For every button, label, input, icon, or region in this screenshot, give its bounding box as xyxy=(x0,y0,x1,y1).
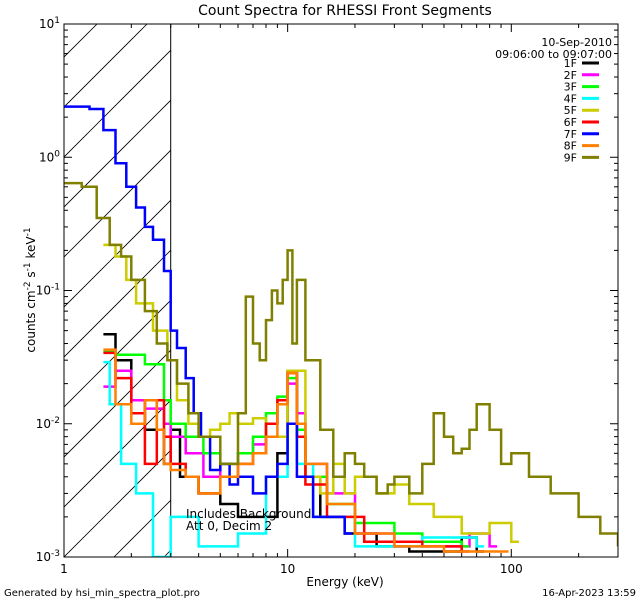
x-tick-labels: 1 10 100 xyxy=(60,562,523,576)
hatch-line xyxy=(514,0,640,557)
hatch-line xyxy=(64,349,171,458)
legend-label-2f: 2F xyxy=(564,69,577,82)
y-tick-label: 101 xyxy=(39,16,60,31)
chart-title: Count Spectra for RHESSI Front Segments xyxy=(198,3,492,19)
hatch-line xyxy=(64,399,171,508)
x-tick-label: 10 xyxy=(280,562,295,576)
attenuator-hatch-region xyxy=(0,0,640,557)
hatch-line xyxy=(64,199,171,308)
legend-label-1f: 1F xyxy=(564,57,577,70)
annotation-attenuator: Att 0, Decim 2 xyxy=(186,519,272,533)
legend-label-3f: 3F xyxy=(564,81,577,94)
y-tick-label: 10-3 xyxy=(36,549,60,564)
legend-label-9f: 9F xyxy=(564,151,577,164)
hatch-line xyxy=(64,299,171,408)
footer-timestamp: 16-Apr-2023 13:59 xyxy=(542,588,636,599)
hatch-line xyxy=(64,149,171,258)
legend-label-5f: 5F xyxy=(564,104,577,117)
legend-label-6f: 6F xyxy=(564,116,577,129)
y-tick-labels: 10-3 10-2 10-1 100 101 xyxy=(36,16,61,564)
x-axis-label: Energy (keV) xyxy=(306,575,383,589)
hatch-line xyxy=(64,449,171,557)
hatch-line xyxy=(464,0,640,557)
y-tick-label: 10-1 xyxy=(36,283,60,298)
annotation-background: Includes Background xyxy=(186,507,311,521)
x-tick-label: 1 xyxy=(60,562,68,576)
y-tick-label: 10-2 xyxy=(36,416,60,431)
hatch-line xyxy=(64,24,148,108)
hatch-line xyxy=(64,49,171,158)
series-group xyxy=(64,105,618,557)
hatch-line xyxy=(64,249,171,358)
legend-label-7f: 7F xyxy=(564,128,577,141)
series-4f-line xyxy=(103,360,485,557)
hatch-line xyxy=(364,0,640,557)
y-axis-label: counts cm-2 s-1 keV-1 xyxy=(23,227,38,352)
hatch-line xyxy=(264,0,640,557)
legend-date: 10-Sep-2010 xyxy=(541,36,612,49)
hatch-line xyxy=(414,0,640,557)
y-tick-label: 100 xyxy=(39,149,60,164)
hatch-line xyxy=(314,0,640,557)
series-8f-line xyxy=(103,348,509,553)
hatch-line xyxy=(64,99,171,208)
legend-time-range: 09:06:00 to 09:07:00 xyxy=(495,48,612,61)
legend-label-8f: 8F xyxy=(564,140,577,153)
axis-ticks xyxy=(63,23,619,558)
footer-generated-by: Generated by hsi_min_spectra_plot.pro xyxy=(4,588,200,599)
series-7f-line xyxy=(64,105,353,535)
legend-label-4f: 4F xyxy=(564,92,577,105)
hatch-line xyxy=(113,499,171,557)
hatch-line xyxy=(0,0,114,557)
series-9f-line xyxy=(64,181,618,547)
series-5f-line xyxy=(103,243,519,544)
x-tick-label: 100 xyxy=(500,562,523,576)
